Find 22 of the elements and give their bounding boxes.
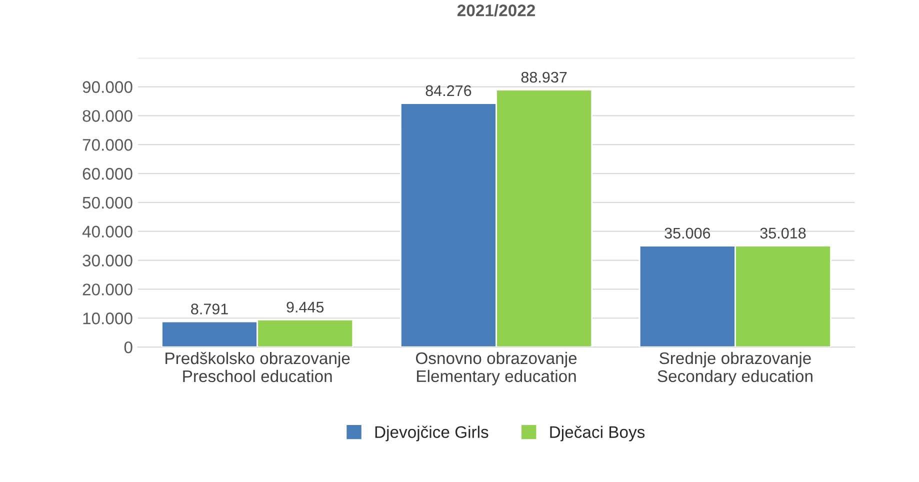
x-tick-label: Predškolsko obrazovanje Preschool education [166,352,350,382]
y-tick-label: 90.000 [82,81,132,93]
data-label: 8.791 [191,304,228,314]
data-label: 35.006 [664,228,710,239]
y-tick-label: 70.000 [82,139,132,151]
data-label: 9.445 [286,302,324,313]
legend-label: Djevojčice Girls [375,426,488,442]
x-tick-label: Osnovno obrazovanje Elementary education [416,352,577,386]
y-tick-label: 60.000 [82,168,132,180]
chart-title: 2021/2022 [457,4,535,17]
y-tick-label: 20.000 [82,284,132,296]
y-tick-label: 0 [124,341,132,354]
legend-label: Dječaci Boys [550,426,645,442]
x-tick-label: Srednje obrazovanje Secondary education [658,352,812,386]
y-tick-label: 40.000 [82,226,132,238]
y-tick-label: 50.000 [82,196,132,209]
y-tick-label: 80.000 [82,110,132,122]
data-label: 84.276 [426,85,472,96]
y-tick-label: 30.000 [82,254,132,266]
y-tick-label: 10.000 [83,312,132,324]
data-label: 35.018 [760,228,806,239]
data-label: 88.937 [521,72,567,83]
